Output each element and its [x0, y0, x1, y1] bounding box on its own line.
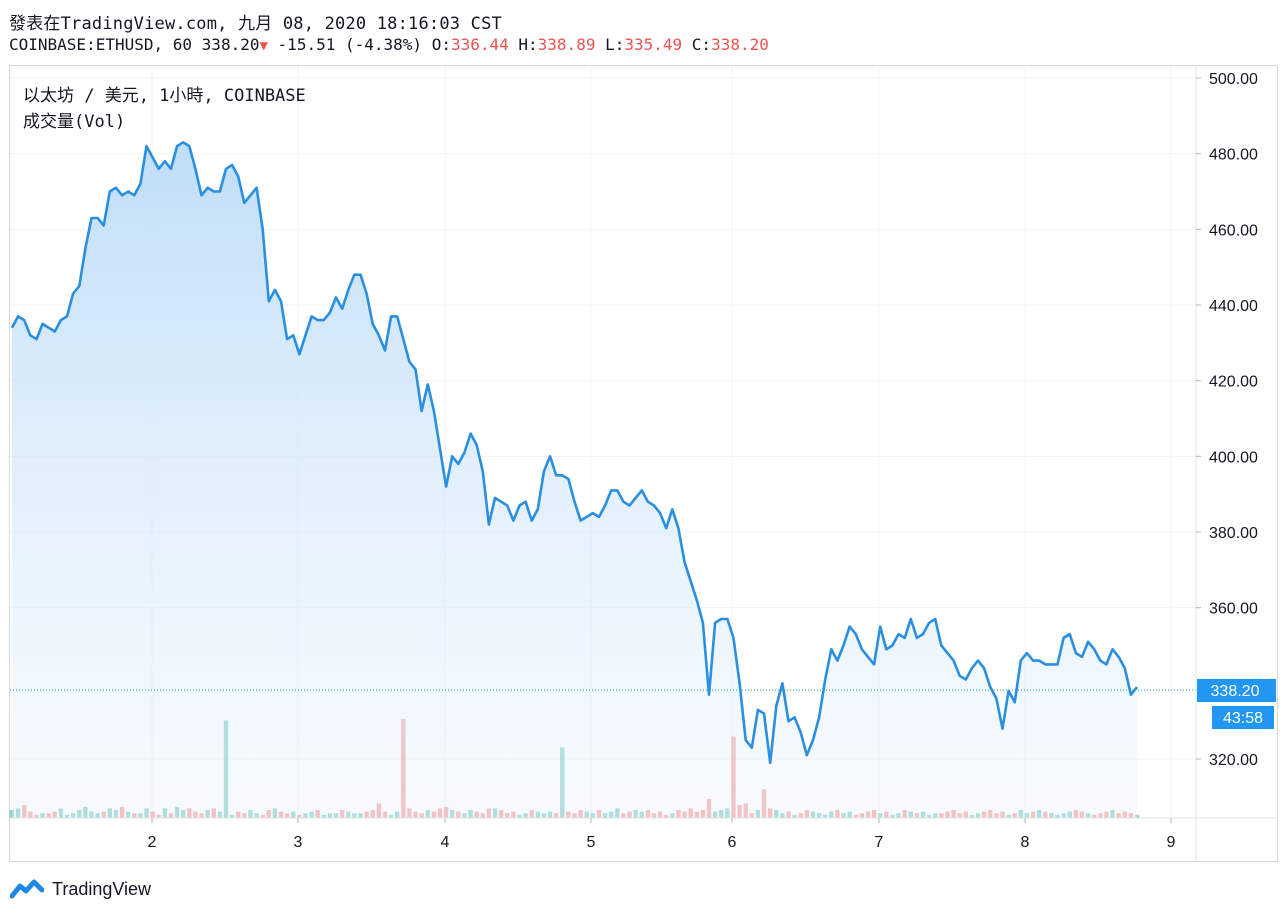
x-tick-label: 6 [728, 834, 737, 851]
low-value: 335.49 [624, 35, 683, 54]
x-tick-label: 2 [148, 834, 157, 851]
x-tick-label: 7 [875, 834, 884, 851]
open-value: 336.44 [450, 35, 509, 54]
symbol-label: COINBASE:ETHUSD, 60 [9, 35, 193, 54]
ohlc-bar: COINBASE:ETHUSD, 60 338.20▼ -15.51 (-4.3… [9, 35, 769, 54]
y-tick-label: 500.00 [1209, 71, 1258, 88]
publish-info: 發表在TradingView.com, 九月 08, 2020 18:16:03… [9, 14, 502, 34]
low-label: L: [605, 35, 625, 54]
down-triangle-icon: ▼ [259, 38, 268, 54]
x-tick-label: 9 [1167, 834, 1176, 851]
x-tick-label: 3 [294, 834, 303, 851]
close-value: 338.20 [711, 35, 769, 54]
x-tick-label: 8 [1021, 834, 1030, 851]
close-label: C: [691, 35, 712, 54]
time-axis[interactable]: 2 3 4 5 6 7 8 9 [148, 818, 1176, 851]
open-label: O: [431, 35, 451, 54]
brand-footer[interactable]: TradingView [10, 878, 151, 900]
price-axis[interactable]: 500.00 480.00 460.00 440.00 420.00 400.00 380.… [1196, 71, 1258, 769]
price-area [12, 142, 1137, 819]
price-change: -15.51 (-4.38%) [277, 35, 423, 54]
y-tick-label: 320.00 [1209, 752, 1258, 769]
y-tick-label: 380.00 [1209, 525, 1258, 542]
countdown-label: 43:58 [1212, 706, 1274, 729]
chart-legend-title: 以太坊 / 美元, 1小時, COINBASE [23, 86, 306, 106]
brand-name: TradingView [52, 878, 152, 899]
countdown-text: 43:58 [1223, 710, 1263, 727]
y-tick-label: 420.00 [1209, 374, 1258, 391]
y-tick-label: 360.00 [1209, 601, 1258, 618]
x-tick-label: 5 [587, 834, 596, 851]
y-tick-label: 460.00 [1209, 222, 1258, 239]
y-tick-label: 480.00 [1209, 147, 1258, 164]
x-tick-label: 4 [441, 834, 450, 851]
last-price-text: 338.20 [1211, 683, 1260, 700]
tradingview-logo-icon [10, 879, 44, 899]
chart-legend-volume: 成交量(Vol) [23, 112, 126, 132]
chart-frame[interactable] [9, 65, 1278, 862]
high-label: H: [518, 35, 538, 54]
y-tick-label: 400.00 [1209, 449, 1258, 466]
last-price-label: 338.20 [1197, 679, 1276, 702]
price-line [10, 141, 1139, 765]
high-value: 338.89 [537, 35, 596, 54]
last-price: 338.20 [201, 35, 260, 54]
y-tick-label: 440.00 [1209, 298, 1258, 315]
